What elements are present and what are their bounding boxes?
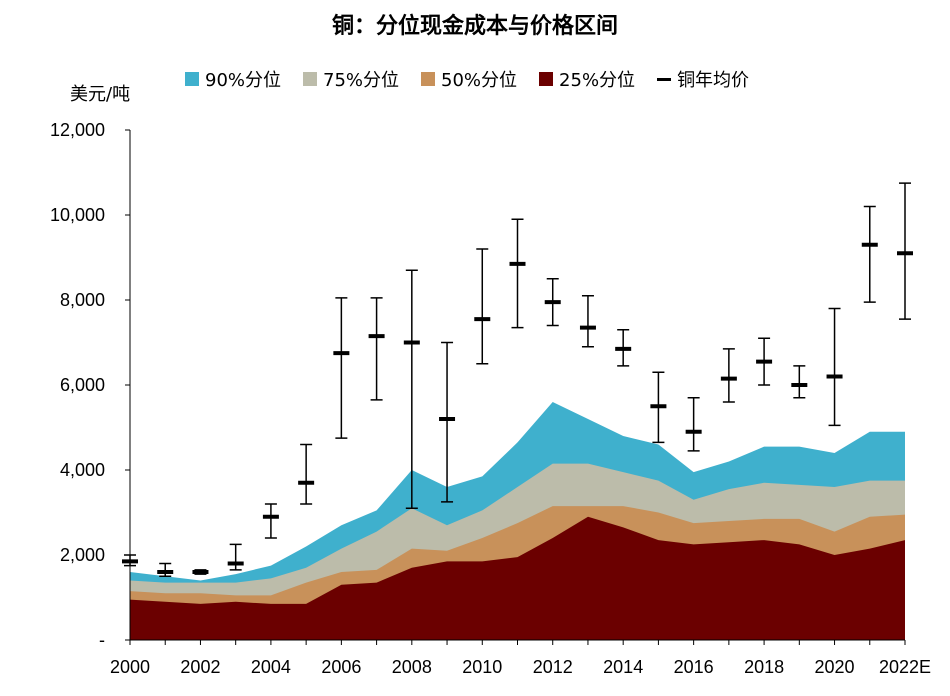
y-axis-unit-label: 美元/吨: [70, 84, 131, 105]
price-range-2012: [544, 278, 561, 327]
x-tick-label: 2004: [251, 657, 291, 677]
x-tick-label: 2016: [674, 657, 714, 677]
legend-item-75: 75%分位: [303, 66, 399, 92]
legend-item-price: 铜年均价: [657, 66, 749, 92]
price-average-mark: [474, 317, 491, 322]
price-range-layer: [122, 182, 913, 577]
price-average-mark: [439, 417, 456, 421]
legend: 90%分位 75%分位 50%分位 25%分位 铜年均价: [185, 66, 771, 92]
price-average-mark: [157, 570, 174, 574]
price-average-mark: [192, 570, 209, 574]
price-range-2003: [227, 543, 244, 571]
legend-item-25: 25%分位: [539, 66, 635, 92]
chart-title: 铜：分位现金成本与价格区间: [331, 14, 618, 39]
legend-label-75: 75%分位: [323, 70, 400, 91]
x-tick-label: 2010: [462, 657, 502, 677]
x-tick-label: 2020: [815, 657, 855, 677]
legend-swatch-75: [303, 72, 318, 86]
y-tick-label: -: [99, 630, 105, 650]
price-range-2021: [861, 205, 878, 303]
price-range-2005: [298, 443, 315, 505]
x-tick-label: 2018: [744, 657, 784, 677]
legend-swatch-50: [421, 72, 436, 86]
price-range-2014: [615, 329, 632, 367]
y-tick-label: 8,000: [60, 290, 105, 310]
price-average-mark: [685, 429, 702, 434]
price-average-mark: [368, 334, 385, 339]
price-range-2013: [579, 295, 596, 348]
legend-item-50: 50%分位: [421, 66, 517, 92]
x-tick-label: 2006: [321, 657, 361, 677]
price-average-mark: [720, 376, 737, 381]
price-range-2006: [333, 297, 350, 439]
y-tick-label: 2,000: [60, 545, 105, 565]
price-range-2015: [650, 371, 667, 444]
price-average-mark: [897, 251, 913, 256]
price-average-mark: [333, 351, 350, 356]
price-range-2011: [509, 218, 526, 329]
legend-swatch-90: [185, 72, 199, 86]
price-range-2019: [791, 365, 808, 399]
area-series-3: [130, 516, 905, 640]
price-average-mark: [615, 346, 632, 351]
y-tick-label: 6,000: [60, 375, 105, 395]
y-tick-label: 10,000: [50, 205, 105, 225]
legend-mark-price: [657, 77, 672, 81]
x-tick-label: 2008: [392, 657, 432, 677]
price-range-2009: [439, 341, 456, 503]
x-tick-label: 2000: [110, 657, 150, 677]
x-tick-label: 2012: [533, 657, 573, 677]
price-range-2016: [685, 397, 702, 452]
price-average-mark: [227, 561, 244, 566]
price-range-2022E: [897, 182, 913, 320]
price-average-mark: [122, 559, 138, 564]
price-range-2007: [368, 297, 385, 401]
price-range-2001: [157, 562, 174, 577]
price-range-2008: [403, 269, 420, 509]
price-range-2017: [720, 348, 737, 403]
y-tick-label: 12,000: [50, 120, 105, 140]
price-average-mark: [298, 480, 315, 485]
price-range-2018: [756, 337, 773, 386]
price-range-2010: [474, 248, 491, 365]
price-average-mark: [403, 340, 420, 345]
price-average-mark: [861, 242, 878, 247]
x-tick-label: 2014: [603, 657, 643, 677]
tick-label-layer: - 2,000 4,000 6,000 8,000 10,000 12,000 2000 200…: [50, 120, 931, 677]
price-average-mark: [262, 514, 279, 519]
price-range-2002: [192, 569, 209, 575]
price-average-mark: [826, 374, 843, 379]
price-average-mark: [756, 359, 773, 364]
legend-label-25: 25%分位: [559, 70, 636, 91]
legend-item-90: 90%分位: [185, 66, 281, 92]
price-range-2020: [826, 307, 843, 427]
y-tick-label: 4,000: [60, 460, 105, 480]
legend-label-price: 铜年均价: [677, 70, 750, 91]
price-average-mark: [544, 300, 561, 305]
price-range-2004: [262, 503, 279, 539]
legend-label-90: 90%分位: [205, 70, 282, 91]
price-average-mark: [791, 383, 808, 387]
price-range-2000: [122, 554, 138, 567]
area-layer: [130, 402, 905, 640]
price-average-mark: [579, 325, 596, 330]
legend-label-50: 50%分位: [441, 70, 518, 91]
x-tick-label: 2022E: [879, 657, 931, 677]
x-tick-label: 2002: [180, 657, 220, 677]
legend-swatch-25: [539, 72, 554, 86]
price-average-mark: [509, 261, 526, 266]
price-average-mark: [650, 404, 667, 409]
